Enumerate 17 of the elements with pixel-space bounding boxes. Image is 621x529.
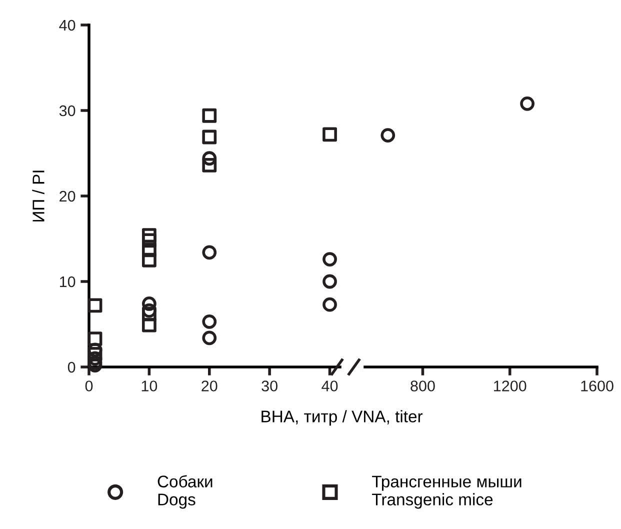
x-tick-label: 10 (142, 380, 158, 392)
y-tick-label: 20 (60, 190, 76, 202)
x-tick-label: 0 (85, 380, 93, 392)
x-tick-label: 20 (202, 380, 218, 392)
y-tick-label: 40 (59, 20, 76, 31)
x-axis-title: ВНА, титр / VNA, titer (262, 410, 423, 426)
x-tick-label: 1200 (494, 380, 526, 392)
y-tick-label: 30 (59, 105, 76, 116)
x-tick-label: 40 (322, 380, 338, 392)
x-tick-label: 1600 (581, 380, 614, 392)
legend-label: Трансгенные мыши Transgenic mice (372, 476, 522, 509)
y-axis-title: ИП / PI (32, 170, 44, 222)
legend-label: Собаки Dogs (158, 475, 212, 509)
x-tick-label: 800 (410, 380, 435, 392)
y-tick-label: 0 (68, 362, 76, 373)
x-tick-label: 30 (262, 380, 278, 392)
y-tick-label: 10 (60, 276, 76, 288)
